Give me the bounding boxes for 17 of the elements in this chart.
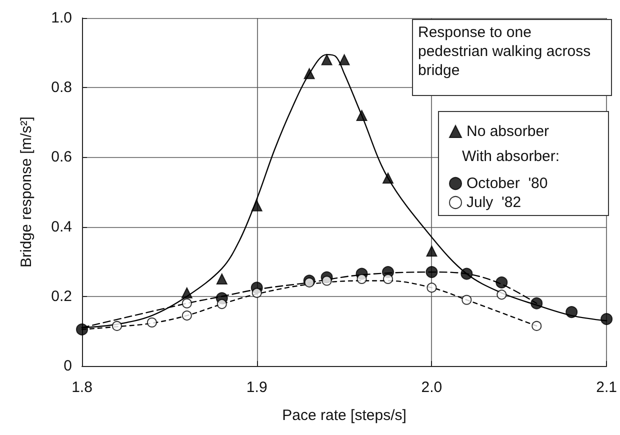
y-tick-label: 0.6 bbox=[51, 148, 72, 166]
x-axis-title: Pace rate [steps/s] bbox=[282, 407, 406, 424]
x-tick-label: 2.1 bbox=[596, 379, 618, 396]
x-tick-label: 2.0 bbox=[421, 379, 442, 396]
legend-label: October '80 bbox=[466, 175, 548, 192]
y-tick-label: 0.2 bbox=[51, 288, 72, 305]
y-tick-label: 0.4 bbox=[51, 218, 72, 236]
y-tick-label: 1.0 bbox=[51, 10, 72, 26]
legend-title: With absorber: bbox=[462, 148, 560, 165]
legend-label: July '82 bbox=[466, 194, 522, 211]
annotation: Response to one pedestrian walking across bridge bbox=[418, 24, 595, 79]
x-tick-label: 1.8 bbox=[72, 379, 92, 396]
y-tick-label: 0.8 bbox=[51, 79, 72, 96]
y-axis-title: Bridge response [m/s²] bbox=[18, 116, 35, 268]
y-tick-label: 0 bbox=[64, 358, 72, 374]
legend-label: No absorber bbox=[466, 123, 550, 140]
x-tick-label: 1.9 bbox=[246, 379, 268, 396]
